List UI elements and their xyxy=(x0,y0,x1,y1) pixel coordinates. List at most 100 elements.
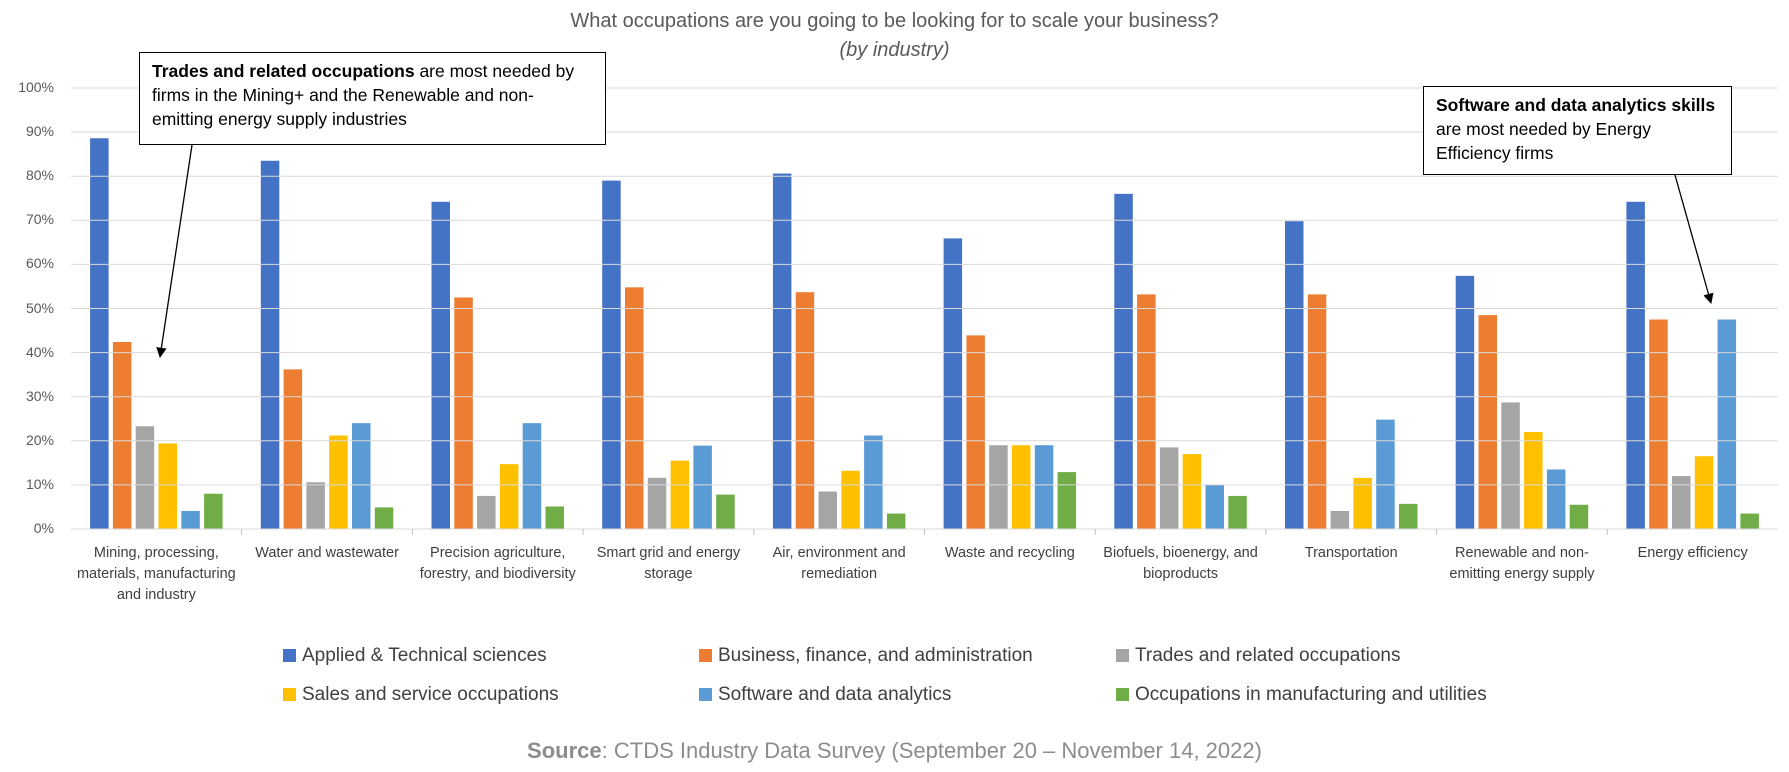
annotation: Software and data analytics skills are m… xyxy=(1423,86,1732,175)
bar xyxy=(329,435,348,529)
bar xyxy=(670,460,690,529)
legend-label: Business, finance, and administration xyxy=(718,645,1033,666)
legend-item: Occupations in manufacturing and utiliti… xyxy=(1116,684,1487,706)
bar xyxy=(1455,275,1475,529)
bar xyxy=(1399,503,1418,529)
bar xyxy=(966,335,985,529)
y-tick-label: 80% xyxy=(25,167,54,184)
legend-swatch xyxy=(283,688,296,701)
legend-item: Business, finance, and administration xyxy=(699,645,1033,667)
bar xyxy=(772,173,792,529)
bar xyxy=(602,180,621,530)
y-tick-label: 100% xyxy=(18,79,54,95)
bar xyxy=(1694,456,1714,529)
y-tick-label: 50% xyxy=(25,299,54,316)
bar xyxy=(1740,513,1759,529)
source-text: : CTDS Industry Data Survey (September 2… xyxy=(601,738,1262,763)
bar xyxy=(545,506,564,529)
bar xyxy=(374,507,394,529)
annotation-bold: Trades and related occupations xyxy=(152,61,415,81)
annotation: Trades and related occupations are most … xyxy=(139,52,606,145)
x-tick-label: Energy efficiency xyxy=(1637,545,1748,561)
bar xyxy=(1034,445,1054,529)
bar xyxy=(181,510,200,529)
x-tick-label: Water and wastewater xyxy=(255,545,399,561)
x-tick-label: Smart grid and energy storage xyxy=(596,545,741,582)
bar xyxy=(522,423,542,529)
bar xyxy=(693,445,712,529)
bar xyxy=(1285,221,1304,529)
y-tick-label: 90% xyxy=(25,123,54,140)
bar xyxy=(795,292,815,529)
y-tick-label: 60% xyxy=(25,255,54,272)
bar xyxy=(1182,454,1202,529)
bar xyxy=(477,495,496,529)
bar xyxy=(1137,294,1156,529)
bar xyxy=(625,287,644,529)
x-tick-label: Transportation xyxy=(1304,545,1398,561)
legend-item: Sales and service occupations xyxy=(283,684,559,706)
bar xyxy=(1353,477,1372,529)
bar xyxy=(886,513,906,529)
bar xyxy=(260,160,280,529)
bar xyxy=(283,369,303,529)
x-tick-label: Renewable and non-emitting energy supply xyxy=(1449,545,1595,582)
legend-label: Occupations in manufacturing and utiliti… xyxy=(1135,684,1487,705)
legend-swatch xyxy=(699,688,712,701)
source-bold: Source xyxy=(527,738,602,763)
bar xyxy=(454,297,473,529)
y-tick-label: 20% xyxy=(25,431,54,448)
bar xyxy=(818,491,837,529)
y-tick-label: 40% xyxy=(25,343,54,360)
bar xyxy=(204,493,223,529)
bar xyxy=(306,482,325,529)
legend-label: Trades and related occupations xyxy=(1135,645,1401,666)
bar xyxy=(1205,484,1224,529)
bar xyxy=(1501,402,1520,529)
bar xyxy=(1569,504,1589,529)
bar xyxy=(499,464,519,529)
chart-subtitle: (by industry) xyxy=(839,39,950,61)
legend-label: Applied & Technical sciences xyxy=(302,645,547,666)
bar xyxy=(1057,472,1077,529)
bar xyxy=(1159,447,1179,529)
bar xyxy=(1330,510,1350,529)
legend-swatch xyxy=(283,649,296,662)
bar xyxy=(1649,319,1668,529)
bar xyxy=(943,238,963,530)
annotation-arrow xyxy=(156,144,193,359)
bar xyxy=(1114,193,1133,529)
bar xyxy=(1626,201,1645,529)
legend-swatch xyxy=(699,649,712,662)
bar xyxy=(989,445,1008,529)
annotation-text: are most needed by firms in the Mining+ … xyxy=(152,61,575,129)
bar xyxy=(1228,495,1247,529)
bar xyxy=(841,470,860,529)
bar xyxy=(1672,476,1691,529)
y-tick-label: 70% xyxy=(25,211,54,228)
x-tick-label: Biofuels, bioenergy, and bioproducts xyxy=(1103,545,1258,582)
bar xyxy=(1307,294,1327,529)
bar xyxy=(158,443,177,529)
bar xyxy=(90,138,109,530)
bar xyxy=(135,426,155,529)
x-tick-label: Air, environment and remediation xyxy=(772,545,906,582)
x-tick-label: Mining, processing, materials, manufactu… xyxy=(76,545,236,603)
chart-title: What occupations are you going to be loo… xyxy=(570,10,1219,32)
legend-item: Software and data analytics xyxy=(699,684,951,706)
bar xyxy=(864,435,883,529)
annotation-bold: Software and data analytics skills xyxy=(1436,95,1716,115)
bar xyxy=(716,494,735,529)
legend-label: Software and data analytics xyxy=(718,684,952,705)
legend-label: Sales and service occupations xyxy=(302,684,559,705)
source: Source: CTDS Industry Data Survey (Septe… xyxy=(0,738,1789,764)
y-tick-label: 30% xyxy=(25,387,54,404)
bar xyxy=(1546,469,1566,529)
x-tick-label: Waste and recycling xyxy=(944,545,1075,561)
y-tick-label: 0% xyxy=(33,520,54,536)
bar xyxy=(431,201,450,529)
bar xyxy=(112,342,132,529)
legend-item: Trades and related occupations xyxy=(1116,645,1400,667)
